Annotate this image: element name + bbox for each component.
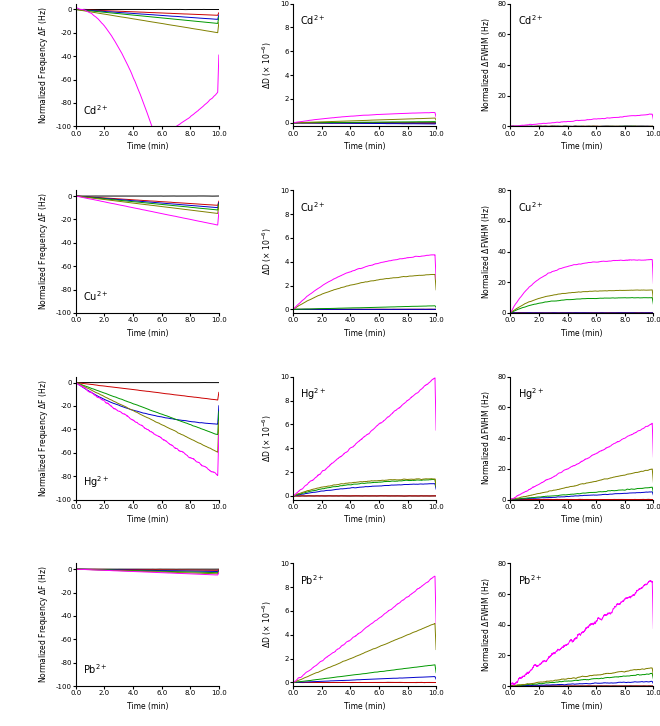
X-axis label: Time (min): Time (min)	[127, 329, 168, 338]
Y-axis label: Normalized Frequency $\Delta$F (Hz): Normalized Frequency $\Delta$F (Hz)	[37, 7, 50, 123]
Y-axis label: Normalized $\Delta$FWHM (Hz): Normalized $\Delta$FWHM (Hz)	[480, 204, 492, 299]
Y-axis label: $\Delta$D ($\times$ 10$^{-6}$): $\Delta$D ($\times$ 10$^{-6}$)	[261, 415, 275, 462]
Y-axis label: Normalized Frequency $\Delta$F (Hz): Normalized Frequency $\Delta$F (Hz)	[37, 380, 50, 497]
X-axis label: Time (min): Time (min)	[127, 142, 168, 151]
X-axis label: Time (min): Time (min)	[561, 702, 603, 711]
Text: Cd$^{2+}$: Cd$^{2+}$	[517, 14, 543, 28]
Text: Pb$^{2+}$: Pb$^{2+}$	[517, 573, 543, 587]
Text: Cd$^{2+}$: Cd$^{2+}$	[83, 103, 109, 117]
Text: Hg$^{2+}$: Hg$^{2+}$	[517, 386, 544, 402]
Y-axis label: $\Delta$D ($\times$ 10$^{-6}$): $\Delta$D ($\times$ 10$^{-6}$)	[261, 601, 275, 648]
Y-axis label: $\Delta$D ($\times$ 10$^{-6}$): $\Delta$D ($\times$ 10$^{-6}$)	[261, 228, 275, 275]
Text: Cu$^{2+}$: Cu$^{2+}$	[300, 200, 326, 214]
Text: Cu$^{2+}$: Cu$^{2+}$	[83, 290, 109, 303]
X-axis label: Time (min): Time (min)	[561, 515, 603, 524]
Text: Hg$^{2+}$: Hg$^{2+}$	[300, 386, 327, 402]
X-axis label: Time (min): Time (min)	[344, 702, 385, 711]
Y-axis label: Normalized $\Delta$FWHM (Hz): Normalized $\Delta$FWHM (Hz)	[480, 17, 492, 113]
Y-axis label: Normalized $\Delta$FWHM (Hz): Normalized $\Delta$FWHM (Hz)	[480, 577, 492, 672]
X-axis label: Time (min): Time (min)	[344, 515, 385, 524]
Y-axis label: $\Delta$D ($\times$ 10$^{-6}$): $\Delta$D ($\times$ 10$^{-6}$)	[261, 41, 275, 89]
X-axis label: Time (min): Time (min)	[344, 329, 385, 338]
Y-axis label: Normalized Frequency $\Delta$F (Hz): Normalized Frequency $\Delta$F (Hz)	[37, 566, 50, 683]
Text: Hg$^{2+}$: Hg$^{2+}$	[83, 474, 109, 489]
Y-axis label: Normalized $\Delta$FWHM (Hz): Normalized $\Delta$FWHM (Hz)	[480, 391, 492, 486]
Text: Cu$^{2+}$: Cu$^{2+}$	[517, 200, 543, 214]
X-axis label: Time (min): Time (min)	[127, 702, 168, 711]
Text: Cd$^{2+}$: Cd$^{2+}$	[300, 14, 326, 28]
Text: Pb$^{2+}$: Pb$^{2+}$	[300, 573, 325, 587]
X-axis label: Time (min): Time (min)	[561, 329, 603, 338]
X-axis label: Time (min): Time (min)	[344, 142, 385, 151]
X-axis label: Time (min): Time (min)	[127, 515, 168, 524]
Y-axis label: Normalized Frequency $\Delta$F (Hz): Normalized Frequency $\Delta$F (Hz)	[37, 193, 50, 310]
Text: Pb$^{2+}$: Pb$^{2+}$	[83, 662, 108, 676]
X-axis label: Time (min): Time (min)	[561, 142, 603, 151]
